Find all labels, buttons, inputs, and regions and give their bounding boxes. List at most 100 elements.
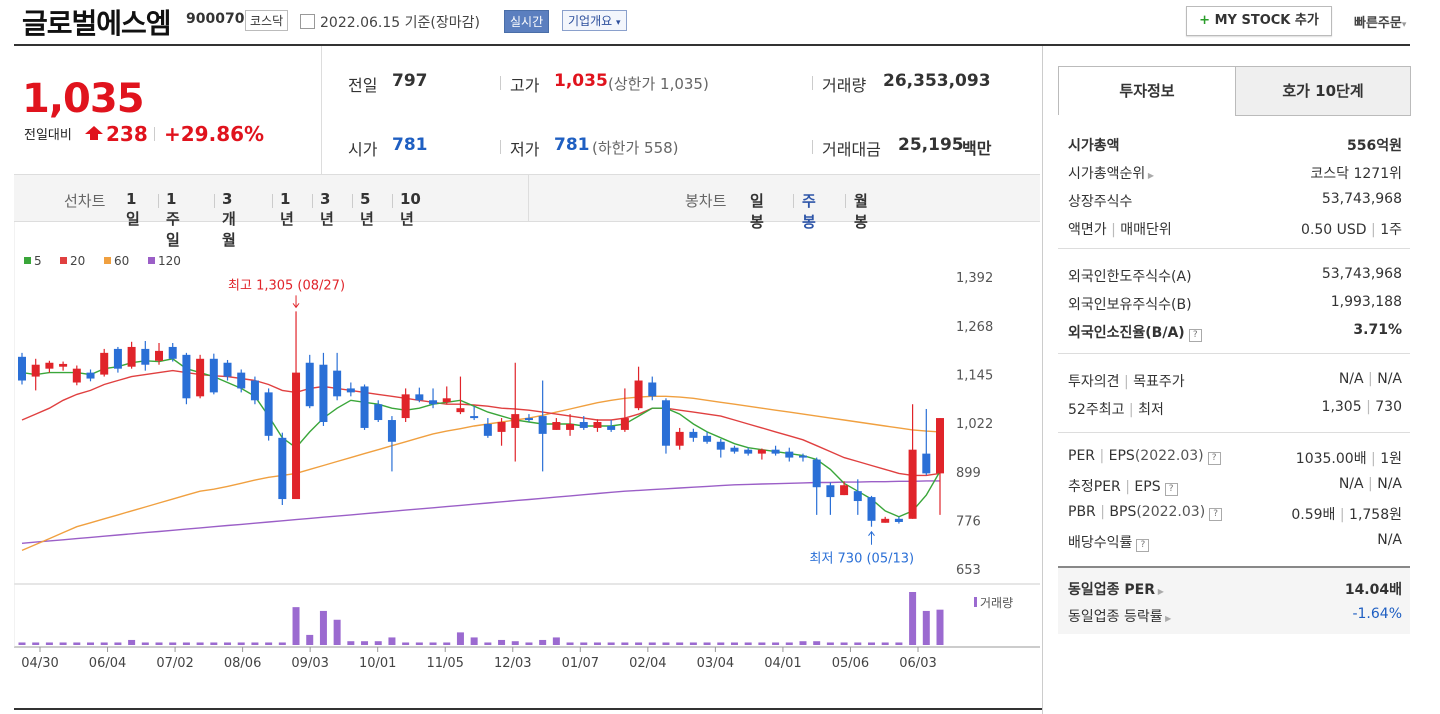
candle-body	[552, 422, 561, 430]
info-row-c0: 투자의견 | 목표주가 N/A | N/A	[1068, 371, 1402, 391]
volume-bar	[402, 642, 410, 645]
candle-body	[689, 431, 698, 438]
info-value-text-2: 1주	[1380, 222, 1402, 238]
candle	[264, 388, 273, 441]
company-name: 글로벌에스엠	[22, 7, 172, 40]
candle	[155, 342, 164, 365]
candle	[771, 445, 780, 456]
candle-body	[908, 449, 917, 519]
candle	[881, 516, 890, 523]
candle	[292, 311, 301, 500]
info-label: 액면가 | 매매단위	[1068, 219, 1172, 239]
info-value-text: 0.59배	[1291, 507, 1336, 523]
candle	[716, 439, 725, 458]
candle	[853, 479, 862, 515]
help-icon[interactable]: ?	[1207, 452, 1221, 465]
volume-bar	[635, 642, 643, 645]
stock-code: 900070	[186, 11, 245, 27]
candle-body	[661, 400, 670, 446]
info-value: 코스닥 1271위	[1310, 163, 1402, 183]
divider	[1058, 566, 1410, 568]
industry-per-label[interactable]: 동일업종 PER ▶	[1068, 582, 1164, 598]
volume-bar	[319, 610, 327, 645]
period-0[interactable]: 1일	[126, 190, 140, 228]
volume-bar	[73, 642, 81, 645]
x-tick-08/06: 08/06	[224, 656, 261, 671]
volume-bar	[772, 642, 780, 645]
info-label-text: 외국인보유주식수(B)	[1068, 297, 1192, 313]
candle	[31, 358, 40, 391]
corp-overview-dropdown[interactable]: 기업개요 ▾	[562, 10, 627, 31]
info-value-text: 0.50 USD	[1301, 222, 1367, 238]
x-tick-02/04: 02/04	[629, 656, 666, 671]
x-tick-01/07: 01/07	[562, 656, 599, 671]
tab-hoga-10[interactable]: 호가 10단계	[1235, 66, 1411, 116]
period-3[interactable]: 1년	[280, 190, 294, 228]
info-label-text: 시가총액순위	[1068, 166, 1146, 182]
candle-body	[826, 485, 835, 498]
plus-icon: +	[1199, 13, 1211, 28]
down-arrow-icon	[292, 295, 300, 309]
candle	[470, 406, 479, 421]
y-tick-1145: 1,145	[956, 369, 993, 384]
realtime-button[interactable]: 실시간	[504, 10, 550, 33]
prev-value: 797	[392, 71, 428, 91]
candle-body	[648, 382, 657, 397]
divider	[352, 194, 353, 208]
mystock-add-button[interactable]: + MY STOCK 추가	[1186, 6, 1332, 36]
quick-order-label: 빠른주문	[1354, 16, 1402, 31]
candle-period-1[interactable]: 주봉	[802, 192, 816, 231]
candle-body	[716, 441, 725, 450]
tab-invest-info[interactable]: 투자정보	[1058, 66, 1236, 115]
legend-label-60: 60	[114, 254, 129, 268]
info-label-date: (2022.03)	[1136, 504, 1206, 520]
candle-body	[675, 431, 684, 446]
period-1[interactable]: 1주일	[166, 190, 180, 249]
candle	[840, 481, 849, 496]
volume-bar	[470, 637, 478, 645]
x-tick-06/03: 06/03	[899, 656, 936, 671]
volume-bar	[552, 637, 560, 645]
help-icon[interactable]: ?	[1136, 539, 1150, 552]
stock-chart[interactable]: 5 20 60 120 1,392 1,268 1,145 1,022 899 776 653 최고 …	[14, 222, 1040, 694]
info-value: N/A | N/A	[1339, 371, 1402, 387]
volume-bar	[867, 642, 875, 645]
candle-period-0[interactable]: 일봉	[750, 192, 764, 231]
candle	[703, 431, 712, 444]
volume-bar	[936, 609, 944, 645]
candle-body	[305, 362, 314, 407]
candle-period-2[interactable]: 월봉	[854, 192, 868, 231]
divider: |	[1366, 451, 1381, 467]
period-2[interactable]: 3개월	[222, 190, 236, 249]
arrow-right-icon[interactable]: ▶	[1145, 171, 1154, 180]
help-icon[interactable]: ?	[1209, 508, 1223, 521]
ma5-line	[21, 358, 941, 518]
industry-rate-label[interactable]: 동일업종 등락률 ▶	[1068, 609, 1172, 625]
invest-tabs: 투자정보 호가 10단계	[1058, 66, 1411, 116]
candle-body	[538, 416, 547, 434]
help-icon[interactable]: ?	[1164, 483, 1178, 496]
legend-label-5: 5	[34, 254, 42, 268]
volume-bar	[758, 642, 766, 645]
volume-bar	[566, 642, 574, 645]
candle-body	[100, 352, 109, 375]
candle	[552, 418, 561, 430]
open-label: 시가	[348, 140, 378, 159]
quick-order-button[interactable]: 빠른주문▾	[1354, 12, 1406, 31]
candle	[59, 361, 68, 371]
amount-unit: 백만	[962, 139, 992, 158]
candle-body	[250, 380, 259, 401]
help-icon[interactable]: ?	[1188, 329, 1202, 342]
info-value: 53,743,968	[1322, 191, 1402, 207]
period-4[interactable]: 3년	[320, 190, 334, 228]
legend-label-20: 20	[70, 254, 85, 268]
volume-bar	[182, 642, 190, 645]
info-value-text: N/A	[1338, 371, 1364, 387]
info-label: 외국인소진율(B/A)?	[1068, 322, 1202, 342]
period-5[interactable]: 5년	[360, 190, 374, 228]
period-6[interactable]: 10년	[400, 190, 421, 228]
candle	[374, 400, 383, 423]
info-row-d0: PER | EPS(2022.03)? 1035.00배 | 1원	[1068, 448, 1402, 468]
candle-body	[579, 422, 588, 428]
volume-legend-swatch	[974, 597, 977, 607]
